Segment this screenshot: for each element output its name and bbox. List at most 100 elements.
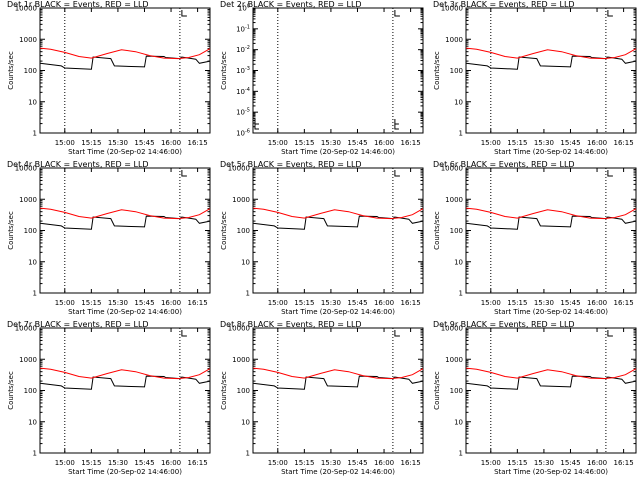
x-tick-label: 15:00 [481, 139, 501, 147]
y-tick-label: 10 [454, 418, 463, 426]
x-axis-label: Start Time (20-Sep-02 14:46:00) [281, 468, 395, 476]
y-tick-label: 1 [33, 290, 37, 298]
detector-panel-1: Det 1r BLACK = Events, RED = LLD 1 10 100 10… [7, 0, 211, 156]
x-tick-label: 16:00 [374, 139, 394, 147]
y-tick-label: 10000 [228, 325, 250, 333]
y-tick-label: 10000 [228, 165, 250, 173]
x-tick-label: 16:15 [614, 139, 634, 147]
y-tick-label: 1 [33, 130, 37, 138]
y-tick-label: 1 [246, 450, 250, 458]
y-tick-label: 1000 [232, 356, 250, 364]
x-tick-label: 15:45 [134, 299, 154, 307]
y-axis-label: Counts/sec [220, 211, 228, 250]
y-tick-label: 10 [454, 258, 463, 266]
marker-bracket [181, 330, 187, 337]
events-series-line [39, 55, 211, 70]
marker-bracket [394, 10, 400, 17]
lld-series-line [252, 207, 424, 220]
y-tick-label: 1 [246, 290, 250, 298]
plot-frame [252, 7, 424, 134]
y-tick-label: 100 [24, 67, 37, 75]
y-tick-label: 1000 [445, 196, 463, 204]
x-tick-label: 16:15 [614, 459, 634, 467]
detector-panel-2: Det 2r BLACK = Events, RED = LLD 10-6 10-5… [220, 0, 424, 156]
marker-bracket [394, 330, 400, 337]
x-tick-label: 15:15 [81, 459, 101, 467]
marker-bracket [607, 10, 613, 17]
plot-frame [465, 167, 637, 294]
detector-panel-9: Det 9r BLACK = Events, RED = LLD 1 10 100 10… [433, 320, 637, 476]
x-tick-label: 15:45 [560, 299, 580, 307]
x-tick-label: 15:45 [134, 459, 154, 467]
y-tick-label: 10000 [441, 165, 463, 173]
y-tick-label: 100 [24, 227, 37, 235]
y-axis-label: Counts/sec [7, 51, 15, 90]
panel-title: Det 3r BLACK = Events, RED = LLD [433, 0, 575, 9]
plot-frame [465, 7, 637, 134]
x-tick-label: 16:00 [374, 459, 394, 467]
lld-series-line [465, 207, 637, 220]
y-tick-label: 100 [237, 227, 250, 235]
y-tick-label: 10 [28, 418, 37, 426]
x-tick-label: 16:15 [614, 299, 634, 307]
y-tick-label: 100 [24, 387, 37, 395]
y-tick-label: 1000 [445, 36, 463, 44]
x-tick-label: 15:45 [134, 139, 154, 147]
x-axis-label: Start Time (20-Sep-02 14:46:00) [494, 468, 608, 476]
x-tick-label: 15:15 [294, 299, 314, 307]
x-tick-label: 15:30 [321, 139, 341, 147]
x-axis-label: Start Time (20-Sep-02 14:46:00) [68, 468, 182, 476]
x-axis-label: Start Time (20-Sep-02 14:46:00) [68, 148, 182, 156]
events-series-line [252, 215, 424, 230]
x-tick-label: 16:15 [188, 139, 208, 147]
y-axis-label: Counts/sec [220, 51, 228, 90]
x-tick-label: 15:15 [294, 459, 314, 467]
y-axis-label: Counts/sec [220, 371, 228, 410]
detector-panel-5: Det 5r BLACK = Events, RED = LLD 1 10 100 10… [220, 160, 424, 316]
detector-panel-3: Det 3r BLACK = Events, RED = LLD 1 10 100 10… [433, 0, 637, 156]
x-tick-label: 15:15 [81, 299, 101, 307]
panel-title: Det 9r BLACK = Events, RED = LLD [433, 320, 575, 329]
y-tick-label: 1 [459, 130, 463, 138]
panel-title: Det 1r BLACK = Events, RED = LLD [7, 0, 149, 9]
detector-panel-7: Det 7r BLACK = Events, RED = LLD 1 10 100 10… [7, 320, 211, 476]
panel-title: Det 8r BLACK = Events, RED = LLD [220, 320, 362, 329]
y-tick-label: 1000 [19, 36, 37, 44]
x-axis-label: Start Time (20-Sep-02 14:46:00) [281, 148, 395, 156]
plot-frame [39, 167, 211, 294]
x-tick-label: 15:15 [507, 139, 527, 147]
y-tick-label: 100 [238, 4, 250, 13]
x-tick-label: 15:30 [534, 459, 554, 467]
y-axis-label: Counts/sec [433, 51, 441, 90]
x-axis-label: Start Time (20-Sep-02 14:46:00) [494, 308, 608, 316]
plot-frame [39, 7, 211, 134]
x-tick-label: 15:30 [108, 299, 128, 307]
lld-series-line [39, 367, 211, 380]
x-tick-label: 15:30 [534, 299, 554, 307]
y-tick-label: 10000 [441, 325, 463, 333]
x-tick-label: 16:00 [161, 299, 181, 307]
y-axis-label: Counts/sec [7, 211, 15, 250]
x-tick-label: 16:00 [374, 299, 394, 307]
y-tick-label: 10 [241, 418, 250, 426]
x-tick-label: 15:15 [294, 139, 314, 147]
y-tick-label: 1 [459, 450, 463, 458]
detector-panel-4: Det 4r BLACK = Events, RED = LLD 1 10 100 10… [7, 160, 211, 316]
y-tick-label: 10 [241, 258, 250, 266]
x-tick-label: 15:30 [321, 299, 341, 307]
x-tick-label: 15:00 [268, 299, 288, 307]
y-tick-label: 10-6 [236, 129, 250, 138]
marker-bracket [607, 170, 613, 177]
y-tick-label: 1000 [19, 356, 37, 364]
x-tick-label: 15:45 [347, 139, 367, 147]
y-tick-label: 100 [450, 67, 463, 75]
x-tick-label: 15:30 [534, 139, 554, 147]
y-tick-label: 10-4 [236, 87, 250, 96]
x-axis-label: Start Time (20-Sep-02 14:46:00) [281, 308, 395, 316]
panel-title: Det 4r BLACK = Events, RED = LLD [7, 160, 149, 169]
x-tick-label: 16:15 [188, 299, 208, 307]
lld-series-line [465, 367, 637, 380]
panel-title: Det 5r BLACK = Events, RED = LLD [220, 160, 362, 169]
x-tick-label: 15:00 [55, 139, 75, 147]
y-tick-label: 10 [28, 98, 37, 106]
